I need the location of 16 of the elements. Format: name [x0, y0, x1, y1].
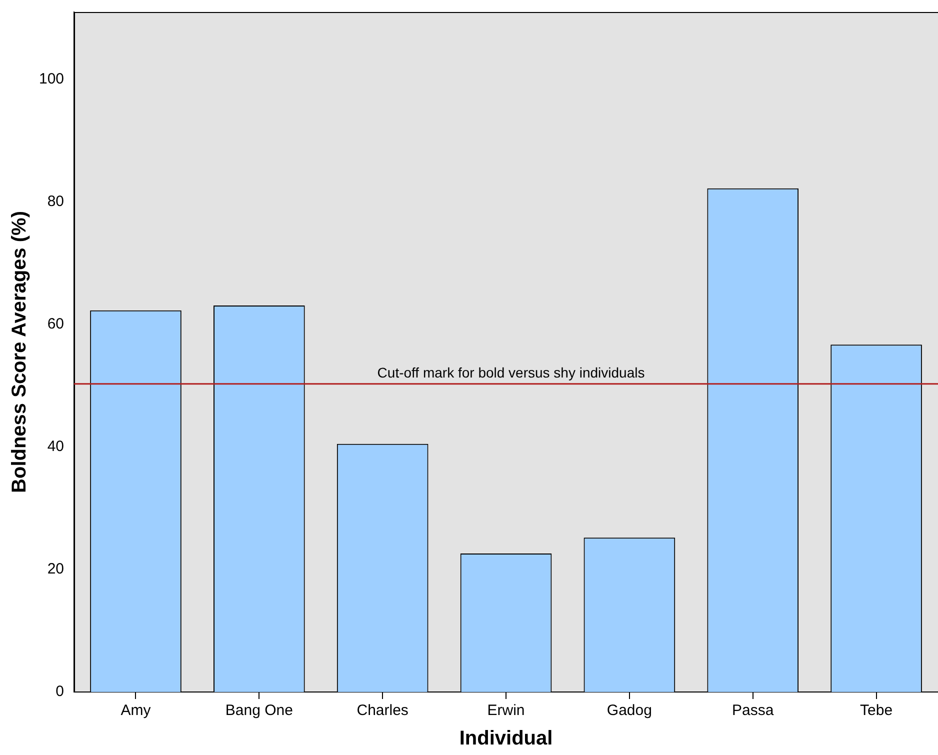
x-axis-title: Individual [459, 728, 553, 750]
y-tick-label: 80 [47, 193, 64, 210]
x-tick-label: Gadog [606, 702, 652, 720]
x-tick-label: Passa [732, 702, 774, 720]
x-tick-label: Charles [356, 702, 408, 720]
y-tick-label: 20 [47, 560, 64, 578]
x-tick-label: Erwin [487, 702, 525, 720]
ref-line-label: Cut-off mark for bold versus shy individuals [377, 364, 645, 381]
x-tick-label: Bang One [225, 702, 293, 720]
y-tick-label: 100 [38, 70, 64, 88]
y-tick-label: 40 [47, 438, 64, 456]
x-tick-label: Amy [120, 702, 152, 720]
y-axis-title: Boldness Score Averages (%) [8, 211, 31, 493]
y-tick-label: 0 [56, 683, 64, 700]
x-tick-label: Tebe [860, 702, 893, 720]
y-tick-label: 60 [47, 316, 64, 333]
